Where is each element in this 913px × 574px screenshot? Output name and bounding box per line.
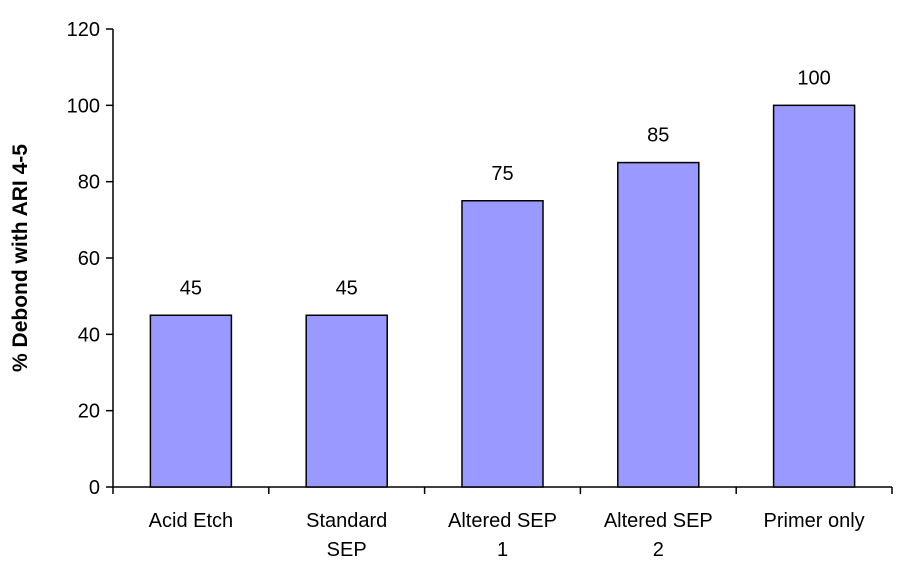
bars (149, 104, 856, 488)
bar (772, 104, 856, 488)
y-tick-label: 60 (78, 248, 100, 270)
x-tick-label: Standard SEP (306, 510, 387, 561)
axes: 0 20 40 60 80 100 120 (67, 19, 893, 499)
data-label: 85 (647, 125, 669, 147)
labels: 45 Acid Etch 45 Standard SEP 75 Altered SEP 1 85… (149, 67, 865, 561)
bar (461, 200, 544, 488)
y-tick-label: 40 (78, 324, 100, 346)
y-tick-label: 120 (67, 19, 100, 41)
bar (305, 314, 388, 488)
bar (617, 161, 700, 488)
y-tick-label: 80 (78, 172, 100, 194)
y-axis-title: % Debond with ARI 4-5 (9, 144, 32, 372)
y-tick-label: 20 (78, 401, 100, 423)
y-tick-label: 0 (89, 477, 100, 499)
x-tick-label: Primer only (764, 510, 865, 532)
x-tick-label: Acid Etch (149, 510, 233, 532)
data-label: 75 (491, 163, 513, 185)
x-tick-label: Altered SEP 2 (604, 510, 713, 561)
bar (149, 314, 233, 488)
data-label: 45 (180, 277, 202, 299)
y-tick-label: 100 (67, 95, 100, 117)
data-label: 100 (797, 67, 830, 89)
x-tick-label: Altered SEP 1 (448, 510, 557, 561)
data-label: 45 (336, 277, 358, 299)
